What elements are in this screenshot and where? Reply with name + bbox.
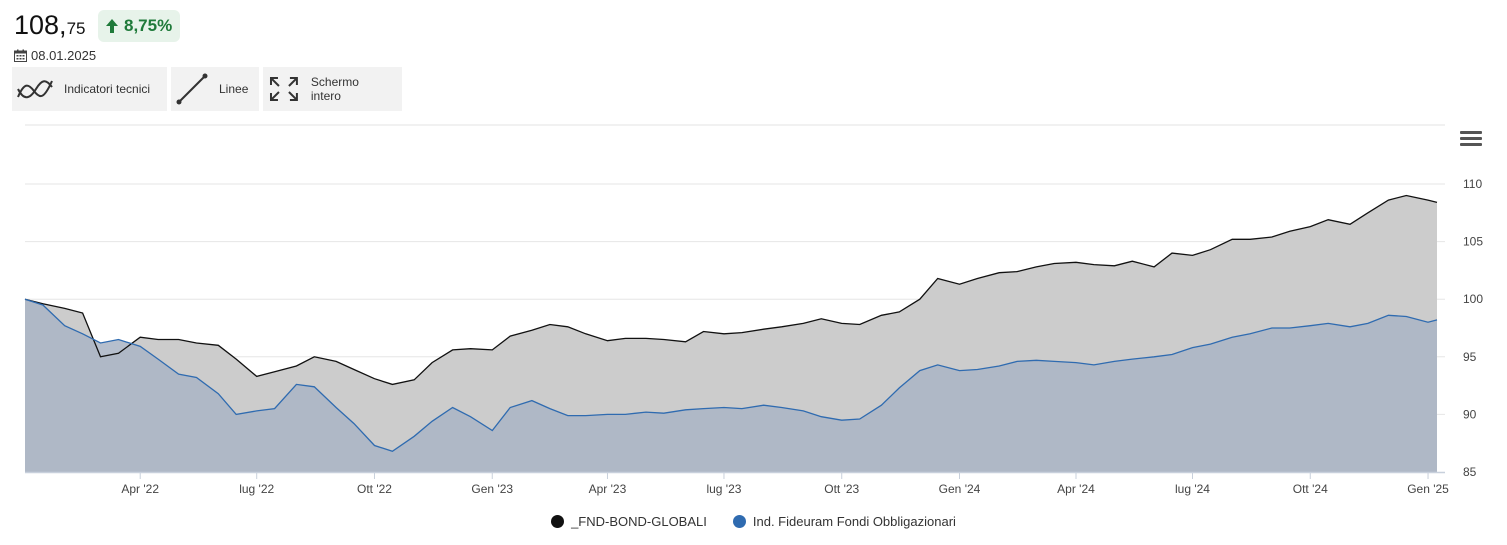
lines-label: Linee: [219, 82, 249, 96]
fullscreen-icon: [269, 77, 298, 101]
arrow-up-icon: [106, 19, 118, 33]
x-tick-label: Gen '23: [471, 482, 513, 496]
x-tick-label: Ott '23: [824, 482, 859, 496]
fullscreen-button[interactable]: Schermo intero: [263, 67, 402, 111]
date-row: 08.01.2025: [14, 48, 96, 63]
x-tick-label: Ott '24: [1293, 482, 1328, 496]
chart-menu-button[interactable]: [1459, 128, 1483, 150]
legend-label: Ind. Fideuram Fondi Obbligazionari: [752, 514, 956, 529]
x-tick-label: Ott '22: [357, 482, 392, 496]
x-tick-label: lug '23: [706, 482, 741, 496]
line-draw-icon: [176, 73, 208, 105]
series-1-line: [24, 194, 1438, 386]
x-tick-label: lug '22: [239, 482, 274, 496]
lines-button[interactable]: Linee: [171, 67, 259, 111]
y-tick-label: 105: [1463, 235, 1483, 249]
y-tick-label: 110: [1463, 177, 1482, 191]
legend-label: _FND-BOND-GLOBALI: [571, 514, 707, 529]
technical-indicators-button[interactable]: Indicatori tecnici: [12, 67, 167, 111]
legend-marker: [551, 515, 565, 528]
y-tick-label: 85: [1463, 465, 1477, 479]
y-tick-label: 90: [1463, 407, 1477, 421]
fullscreen-label: Schermo intero: [310, 75, 359, 103]
price-decimals: 75: [66, 19, 86, 38]
price-integer: 108,: [14, 10, 67, 40]
x-tick-label: Gen '25: [1407, 482, 1449, 496]
legend-marker: [732, 515, 746, 528]
y-tick-label: 100: [1463, 292, 1483, 306]
legend-item-series-1[interactable]: _FND-BOND-GLOBALI: [551, 514, 707, 529]
price-date: 08.01.2025: [31, 48, 97, 63]
series-2-area: [25, 299, 1437, 472]
x-tick-label: Apr '22: [121, 482, 159, 496]
calendar-icon: [14, 49, 27, 62]
change-badge: 8,75%: [98, 10, 181, 42]
x-tick-label: lug '24: [1175, 482, 1210, 496]
chart-legend: _FND-BOND-GLOBALI Ind. Fideuram Fondi Ob…: [0, 514, 1507, 529]
technical-indicators-label: Indicatori tecnici: [64, 82, 151, 96]
series-2-line: [24, 298, 1438, 453]
y-tick-label: 95: [1463, 350, 1477, 364]
change-percent: 8,75%: [124, 16, 173, 35]
current-price: 108,75: [14, 8, 85, 46]
price-chart: 85 90 95 100 105 110 Apr '22 lug '22 Ott '22 Gen …: [24, 124, 1483, 496]
x-tick-label: Apr '23: [589, 482, 627, 496]
legend-item-series-2[interactable]: Ind. Fideuram Fondi Obbligazionari: [732, 514, 956, 529]
chart-toolbar: Indicatori tecnici Linee Schermo intero: [12, 67, 402, 111]
indicators-icon: [17, 80, 53, 99]
x-tick-label: Gen '24: [939, 482, 981, 496]
x-tick-label: Apr '24: [1057, 482, 1095, 496]
